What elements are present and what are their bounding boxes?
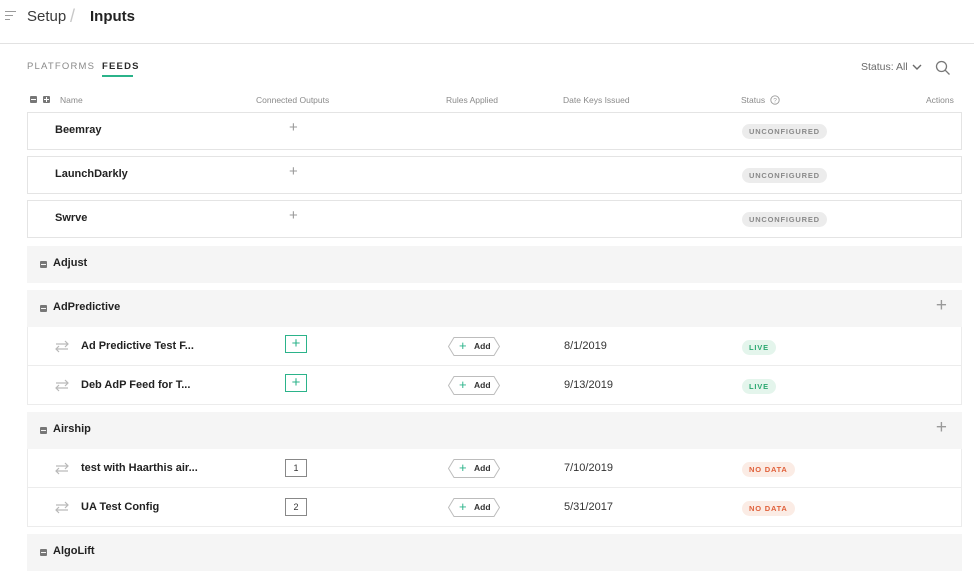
info-icon[interactable]: ? [770,95,780,105]
swap-arrows-icon [55,501,69,514]
connect-output-button[interactable]: + [285,335,307,353]
add-output-plus-icon[interactable]: + [289,119,298,136]
feed-name[interactable]: Deb AdP Feed for T... [81,379,191,391]
chevron-down-icon [912,64,922,70]
add-feed-plus-icon[interactable]: + [935,295,947,316]
add-rule-button[interactable]: + Add [448,498,500,517]
expand-all-icon[interactable] [43,96,50,103]
group-header-adpredictive[interactable]: AdPredictive + [27,290,962,327]
group-name: Airship [53,423,91,435]
expand-toggle-icon[interactable] [40,261,47,268]
group-header-airship[interactable]: Airship + [27,412,962,449]
tab-feeds[interactable]: FEEDS [102,61,140,72]
plus-icon: + [459,377,467,392]
date-keys-issued: 7/10/2019 [564,462,613,474]
active-tab-underline [102,75,133,77]
plus-icon: + [459,499,467,514]
connected-outputs-count[interactable]: 2 [285,498,307,516]
swap-arrows-icon [55,379,69,392]
platform-name: Swrve [55,212,88,224]
swap-arrows-icon [55,340,69,353]
group-header-algolift[interactable]: AlgoLift [27,534,962,571]
add-rule-button[interactable]: + Add [448,376,500,395]
add-rule-button[interactable]: + Add [448,337,500,356]
status-filter-dropdown[interactable]: Status: All [861,61,922,73]
status-badge: LIVE [742,340,776,355]
group-name: Adjust [53,257,88,269]
swap-arrows-icon [55,462,69,475]
add-rule-label: Add [474,380,491,390]
add-rule-label: Add [474,502,491,512]
status-badge: UNCONFIGURED [742,212,827,227]
connect-output-button[interactable]: + [285,374,307,392]
feed-row[interactable]: Deb AdP Feed for T... + + Add 9/13/2019 … [27,366,962,405]
add-rule-label: Add [474,341,491,351]
collapse-all-icon[interactable] [30,96,37,103]
add-rule-label: Add [474,463,491,473]
platform-name: LaunchDarkly [55,168,128,180]
status-badge: NO DATA [742,462,795,477]
status-filter-label: Status: All [861,61,908,73]
search-icon[interactable] [934,59,952,77]
plus-icon: + [459,460,467,475]
platform-card[interactable]: Swrve + UNCONFIGURED [27,200,962,238]
collapse-toggle-icon[interactable] [40,305,47,312]
column-header-rules-applied: Rules Applied [446,95,498,105]
column-header-name[interactable]: Name [60,95,83,105]
add-feed-plus-icon[interactable]: + [935,417,947,438]
feed-name[interactable]: UA Test Config [81,501,160,513]
group-name: AlgoLift [53,545,95,557]
group-header-adjust[interactable]: Adjust [27,246,962,283]
date-keys-issued: 8/1/2019 [564,340,607,352]
column-header-status-label: Status [741,95,766,105]
breadcrumb-setup[interactable]: Setup [27,8,67,25]
svg-text:?: ? [773,98,777,105]
breadcrumb-separator: / [70,6,76,26]
add-output-plus-icon[interactable]: + [289,207,298,224]
tab-platforms[interactable]: PLATFORMS [27,61,96,72]
connected-outputs-count[interactable]: 1 [285,459,307,477]
status-badge: NO DATA [742,501,795,516]
date-keys-issued: 9/13/2019 [564,379,613,391]
add-rule-button[interactable]: + Add [448,459,500,478]
feed-name[interactable]: Ad Predictive Test F... [81,340,194,352]
plus-icon: + [459,338,467,353]
top-bar: Setup / Inputs [0,0,974,44]
menu-icon[interactable] [5,11,17,21]
column-header-connected-outputs: Connected Outputs [256,95,330,105]
platform-name: Beemray [55,124,102,136]
status-badge: LIVE [742,379,776,394]
feed-row[interactable]: test with Haarthis air... 1 + Add 7/10/2… [27,449,962,488]
collapse-toggle-icon[interactable] [40,427,47,434]
column-header-date-keys-issued: Date Keys Issued [563,95,630,105]
feed-row[interactable]: UA Test Config 2 + Add 5/31/2017 NO DATA [27,488,962,527]
column-header-status: Status ? [741,95,780,105]
feed-row[interactable]: Ad Predictive Test F... + + Add 8/1/2019… [27,327,962,366]
status-badge: UNCONFIGURED [742,124,827,139]
add-output-plus-icon[interactable]: + [289,163,298,180]
platform-card[interactable]: Beemray + UNCONFIGURED [27,112,962,150]
feed-name[interactable]: test with Haarthis air... [81,462,198,474]
expand-toggle-icon[interactable] [40,549,47,556]
page-title: Inputs [90,8,135,25]
group-name: AdPredictive [53,301,121,313]
platform-card[interactable]: LaunchDarkly + UNCONFIGURED [27,156,962,194]
date-keys-issued: 5/31/2017 [564,501,613,513]
column-header-actions: Actions [926,95,954,105]
status-badge: UNCONFIGURED [742,168,827,183]
